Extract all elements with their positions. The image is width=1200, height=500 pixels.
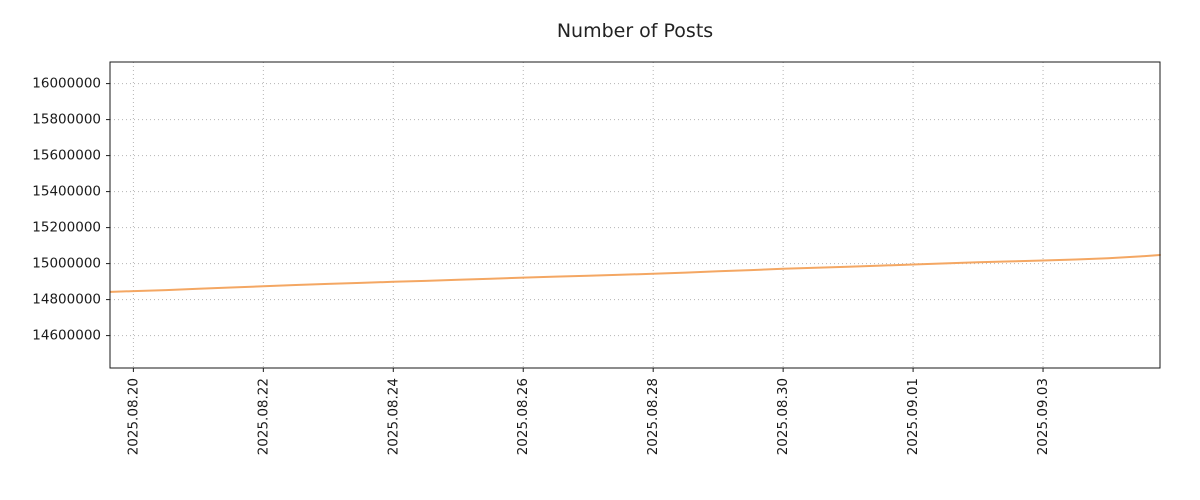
chart-title: Number of Posts <box>557 20 713 42</box>
y-tick-label: 14600000 <box>32 328 101 344</box>
data-series <box>109 254 1161 293</box>
y-tick-label: 15000000 <box>32 256 101 272</box>
x-tick-label: 2025.09.01 <box>905 378 921 455</box>
posts-trend-line <box>109 254 1161 293</box>
y-tick-label: 15800000 <box>32 112 101 128</box>
x-tick-label: 2025.08.30 <box>775 378 791 455</box>
x-tick-label: 2025.09.03 <box>1035 378 1051 455</box>
x-tick-label: 2025.08.26 <box>515 378 531 455</box>
tick-labels: 2025.08.20 2025.08.22 2025.08.24 2025.08.26… <box>32 76 1051 456</box>
x-tick-label: 2025.08.24 <box>385 378 401 455</box>
axes <box>106 61 1161 372</box>
y-tick-label: 15400000 <box>32 184 101 200</box>
grid-lines <box>110 62 1160 368</box>
y-tick-label: 15600000 <box>32 148 101 164</box>
y-tick-label: 15200000 <box>32 220 101 236</box>
x-tick-label: 2025.08.28 <box>645 378 661 455</box>
plot-border <box>109 61 1161 369</box>
x-tick-label: 2025.08.20 <box>125 378 141 455</box>
y-tick-label: 14800000 <box>32 292 101 308</box>
y-tick-label: 16000000 <box>32 76 101 92</box>
x-tick-label: 2025.08.22 <box>255 378 271 455</box>
